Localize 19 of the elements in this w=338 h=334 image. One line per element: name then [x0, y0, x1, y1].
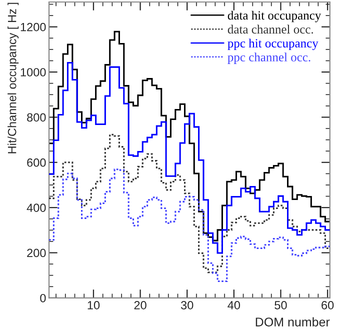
x-tick-label: 40	[228, 301, 240, 310]
x-tick-label: 60	[322, 301, 334, 310]
y-tick-label: 800	[27, 113, 46, 122]
x-tick-label: 10	[88, 301, 100, 310]
legend-label: ppc hit occupancy	[228, 38, 318, 50]
y-axis-title: Hit/Channel occupancy [ Hz ]	[8, 2, 19, 154]
y-tick-label: 1000	[20, 68, 46, 76]
y-tick-label: 400	[26, 204, 46, 212]
y-tick-label: 200	[27, 248, 46, 258]
x-tick-label: 50	[274, 301, 287, 310]
legend-label: ppc channel occ.	[228, 52, 310, 64]
x-axis-title: DOM number	[256, 317, 330, 326]
y-tick-label: 1200	[20, 22, 46, 32]
legend-label: data channel occ.	[228, 24, 314, 34]
x-tick-label: 30	[180, 301, 194, 310]
y-tick-label: 0	[40, 294, 46, 302]
x-tick-label: 20	[134, 301, 146, 310]
legend-label: data hit occupancy	[228, 10, 322, 22]
y-tick-label: 600	[27, 158, 46, 167]
